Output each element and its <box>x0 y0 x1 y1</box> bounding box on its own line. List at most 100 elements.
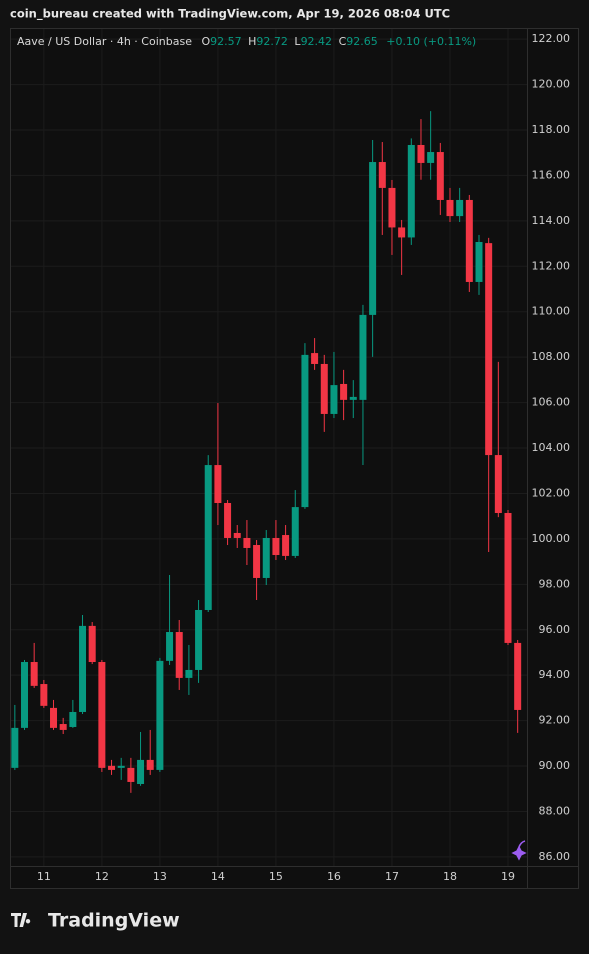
candle-body <box>262 537 270 578</box>
x-tick-label: 18 <box>443 870 457 883</box>
candle-body <box>233 532 241 538</box>
candle-body <box>127 767 135 782</box>
y-tick-label: 90.00 <box>539 759 571 772</box>
sparkle <box>511 845 527 861</box>
candle-body <box>282 535 290 556</box>
x-tick-label: 11 <box>37 870 51 883</box>
legend-change: +0.10 (+0.11%) <box>386 35 476 48</box>
candle-body <box>514 642 522 710</box>
arc <box>518 840 526 848</box>
candle-body <box>446 199 454 217</box>
candle-body <box>407 144 415 238</box>
legend: Aave / US Dollar · 4h · Coinbase O92.57 … <box>17 35 476 48</box>
candle-body <box>243 537 251 548</box>
candle-body <box>175 632 183 678</box>
candle-body <box>185 669 193 678</box>
y-tick-label: 94.00 <box>539 668 571 681</box>
logo-text: TradingView <box>48 910 180 932</box>
y-tick-label: 104.00 <box>532 441 571 454</box>
candle-body <box>330 385 338 414</box>
legend-title: Aave / US Dollar · 4h · Coinbase <box>17 35 192 48</box>
candle-body <box>369 162 377 315</box>
replay-icon[interactable] <box>511 840 527 861</box>
y-tick-label: 106.00 <box>532 396 571 409</box>
candle-body <box>465 199 473 282</box>
candle-body <box>398 227 406 238</box>
candle-body <box>311 353 319 364</box>
candle-body <box>456 199 464 217</box>
y-tick-label: 88.00 <box>539 804 571 817</box>
candle-body <box>291 507 299 556</box>
y-tick-label: 116.00 <box>532 168 571 181</box>
chart-frame <box>10 28 579 889</box>
legend-low: 92.42 <box>301 35 333 48</box>
candle-body <box>40 684 48 706</box>
candle-body <box>378 162 386 188</box>
candle-body <box>436 152 444 200</box>
candle-body <box>98 662 106 768</box>
candle-body <box>11 727 19 768</box>
candle-body <box>21 662 29 728</box>
y-tick-label: 122.00 <box>532 32 571 45</box>
candle-body <box>204 465 212 610</box>
candle-body <box>117 765 125 768</box>
x-tick-label: 13 <box>153 870 167 883</box>
candle-body <box>146 759 154 770</box>
candle-body <box>417 144 425 163</box>
legend-high: 92.72 <box>256 35 288 48</box>
candle-body <box>475 241 483 282</box>
candle-body <box>272 537 280 556</box>
candle-body <box>69 711 77 727</box>
y-tick-label: 102.00 <box>532 486 571 499</box>
legend-open: 92.57 <box>210 35 242 48</box>
candle-body <box>301 354 309 508</box>
axis-labels: 86.00 88.00 90.00 92.00 94.00 96.00 98.00 100.0… <box>37 32 570 883</box>
y-tick-label: 96.00 <box>539 623 571 636</box>
candle-body <box>359 314 367 400</box>
y-tick-label: 86.00 <box>539 850 571 863</box>
candle-body <box>494 455 502 513</box>
candle-body <box>427 152 435 163</box>
candle-body <box>388 187 396 228</box>
x-tick-label: 19 <box>501 870 515 883</box>
candle-body <box>485 243 493 456</box>
x-tick-label: 17 <box>385 870 399 883</box>
x-tick-label: 14 <box>211 870 225 883</box>
legend-close: 92.65 <box>346 35 378 48</box>
candle-body <box>108 765 116 770</box>
candle-body <box>59 724 67 730</box>
y-tick-label: 110.00 <box>532 305 571 318</box>
candles <box>11 111 522 793</box>
y-tick-label: 98.00 <box>539 577 571 590</box>
header: coin_bureau created with TradingView.com… <box>10 7 450 22</box>
candle-body <box>137 759 145 784</box>
y-tick-label: 120.00 <box>532 78 571 91</box>
candle-body <box>79 625 87 712</box>
candle-body <box>88 625 96 663</box>
y-tick-label: 100.00 <box>532 532 571 545</box>
logo-mark <box>11 913 31 927</box>
candle-body <box>340 383 348 400</box>
y-tick-label: 118.00 <box>532 123 571 136</box>
y-tick-label: 92.00 <box>539 714 571 727</box>
candle-body <box>214 465 222 503</box>
candle-body <box>50 707 58 728</box>
candle-body <box>195 609 203 670</box>
x-tick-label: 15 <box>269 870 283 883</box>
legend-h: H <box>248 35 256 48</box>
y-tick-label: 114.00 <box>532 214 571 227</box>
candle-body <box>30 662 38 686</box>
candle-body <box>504 512 512 643</box>
y-tick-label: 112.00 <box>532 259 571 272</box>
x-tick-label: 12 <box>95 870 109 883</box>
y-tick-label: 108.00 <box>532 350 571 363</box>
legend-o: O <box>201 35 210 48</box>
candle-body <box>320 363 328 414</box>
candle-body <box>253 545 261 578</box>
legend-l: L <box>294 35 301 48</box>
candle-body <box>349 396 357 400</box>
candle-body <box>224 502 232 538</box>
logo: TradingView <box>11 910 180 932</box>
x-tick-label: 16 <box>327 870 341 883</box>
